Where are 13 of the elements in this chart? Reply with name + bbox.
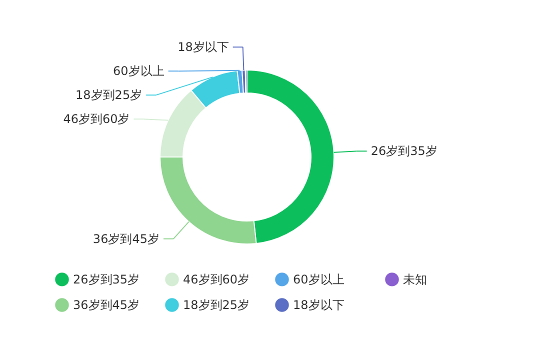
legend-label: 18岁到25岁 xyxy=(183,298,250,312)
slice-label: 18岁以下 xyxy=(178,40,229,54)
slice-label: 36岁到45岁 xyxy=(92,232,160,246)
legend-label: 18岁以下 xyxy=(293,298,344,312)
legend-label: 未知 xyxy=(403,272,427,286)
slice-label: 46岁到60岁 xyxy=(63,112,130,126)
slice-label: 18岁到25岁 xyxy=(76,88,142,102)
legend-label: 60岁以上 xyxy=(293,272,344,286)
category-label: 26岁到35岁 xyxy=(73,272,140,286)
legend-label: 36岁到45岁 xyxy=(73,298,140,312)
slice-label: 60岁以上 xyxy=(113,64,164,78)
legend-label: 26岁到35岁 xyxy=(370,144,438,158)
legend-label: 46岁到60岁 xyxy=(183,272,250,286)
